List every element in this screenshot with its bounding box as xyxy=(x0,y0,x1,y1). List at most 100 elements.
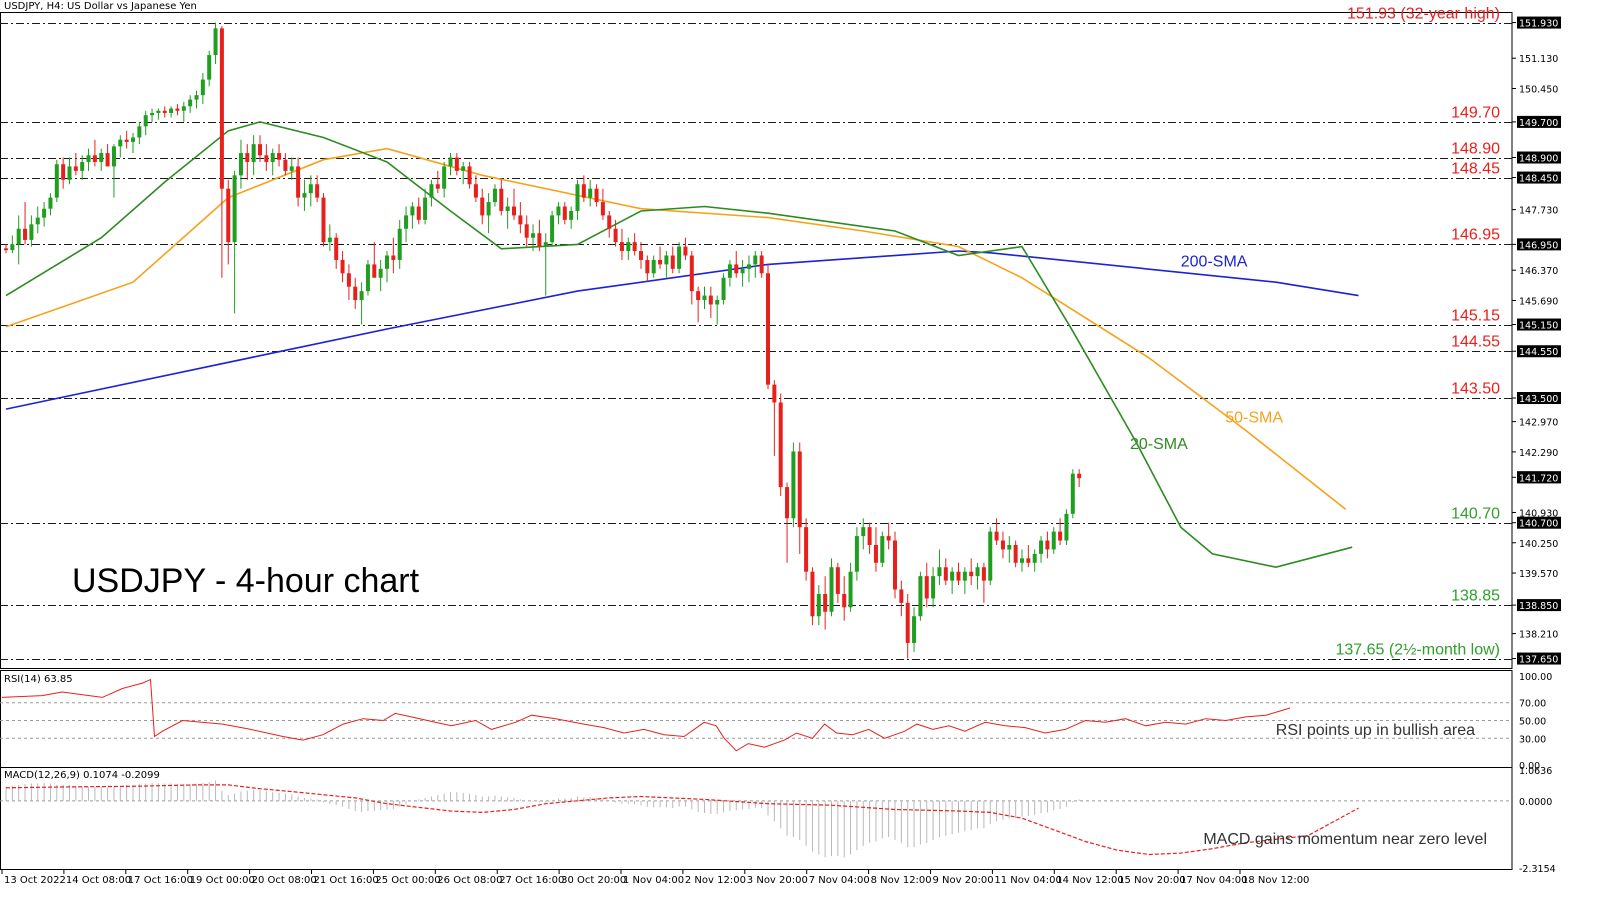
x-tick-label: 13 Oct 2022 xyxy=(4,875,66,886)
candle-body xyxy=(416,206,421,220)
candle-body xyxy=(61,164,66,180)
candle-body xyxy=(461,166,466,171)
candle-body xyxy=(658,259,663,265)
moving-averages: 200-SMA 50-SMA 20-SMA xyxy=(5,121,1359,569)
candle-body xyxy=(600,202,605,216)
candle-body xyxy=(727,264,732,278)
candle-body xyxy=(359,291,364,301)
candle-body xyxy=(435,184,440,189)
y-tick-highlight xyxy=(1517,318,1561,331)
candle-body xyxy=(746,264,751,269)
candle-body xyxy=(378,268,383,278)
level-label: 144.55 xyxy=(1451,334,1500,351)
candle-body xyxy=(734,264,739,274)
candlesticks xyxy=(4,22,1082,659)
candle-body xyxy=(543,242,548,247)
candle-body xyxy=(289,166,294,171)
chart-title: USDJPY - 4-hour chart xyxy=(72,562,420,600)
candle-body xyxy=(35,217,40,225)
macd-tick-label: 1.0636 xyxy=(1519,766,1552,777)
macd-header: MACD(12,26,9) 0.1074 -0.2099 xyxy=(4,770,160,781)
candle-body xyxy=(918,576,923,617)
x-tick-label: 14 Nov 12:00 xyxy=(1056,875,1123,886)
candle-body xyxy=(404,215,409,229)
candle-body xyxy=(207,55,212,80)
x-tick-label: 25 Oct 00:00 xyxy=(375,875,440,886)
candle-body xyxy=(283,159,288,171)
candle-body xyxy=(1007,544,1012,550)
candle-body xyxy=(480,197,485,216)
candle-body xyxy=(912,616,917,643)
y-tick-highlight xyxy=(1517,238,1561,251)
y-tick-label: 147.730 xyxy=(1519,206,1558,217)
candle-body xyxy=(994,531,999,541)
candle-body xyxy=(683,246,688,256)
candle-body xyxy=(327,237,332,243)
y-tick-highlight xyxy=(1517,516,1561,529)
level-label: 140.70 xyxy=(1451,506,1500,523)
candle-body xyxy=(219,28,224,189)
rsi-header: RSI(14) 63.85 xyxy=(4,674,73,685)
candle-body xyxy=(499,188,504,211)
y-tick-highlight xyxy=(1517,652,1561,665)
y-tick-label: 138.210 xyxy=(1519,630,1558,641)
candle-body xyxy=(365,264,370,292)
y-tick-label: 148.450 xyxy=(1519,174,1558,185)
candle-body xyxy=(1020,558,1024,563)
candle-body xyxy=(810,571,815,617)
x-tick-label: 7 Nov 04:00 xyxy=(809,875,870,886)
candle-body xyxy=(124,139,129,142)
candle-body xyxy=(54,164,59,198)
candle-body xyxy=(486,202,491,216)
candle-body xyxy=(988,531,993,581)
candle-body xyxy=(950,571,955,581)
candle-body xyxy=(816,593,821,617)
candle-body xyxy=(505,206,510,211)
candle-body xyxy=(385,255,389,269)
candle-body xyxy=(137,126,142,138)
candle-body xyxy=(308,184,313,194)
macd-tick-label: 0.0000 xyxy=(1519,797,1552,808)
candle-body xyxy=(937,567,942,577)
level-labels: 151.93 (32-year high) 149.70 148.90 148.45 1… xyxy=(1335,6,1500,659)
candle-body xyxy=(670,255,675,269)
candle-body xyxy=(1045,540,1050,550)
candle-body xyxy=(931,576,936,599)
candle-body xyxy=(753,255,758,265)
x-tick-label: 8 Nov 12:00 xyxy=(871,875,932,886)
x-tick-label: 1 Nov 04:00 xyxy=(623,875,684,886)
candle-body xyxy=(99,153,104,162)
macd-tick-label: -2.3154 xyxy=(1519,864,1556,875)
y-tick-label: 138.850 xyxy=(1519,601,1558,612)
level-label: 148.45 xyxy=(1451,161,1500,178)
candle-body xyxy=(372,264,377,278)
candle-body xyxy=(1013,544,1018,563)
y-tick-label: 145.150 xyxy=(1519,321,1558,332)
candle-body xyxy=(315,184,320,198)
candle-body xyxy=(321,197,326,243)
x-tick-label: 17 Oct 16:00 xyxy=(128,875,193,886)
candle-body xyxy=(924,576,929,599)
y-tick-label: 139.570 xyxy=(1519,569,1558,580)
sma-label: 200-SMA xyxy=(1181,254,1248,271)
macd-panel-frame xyxy=(0,767,1513,870)
y-tick-label: 151.930 xyxy=(1519,19,1558,30)
candle-body xyxy=(4,248,8,251)
sma-line xyxy=(5,250,1359,410)
candle-body xyxy=(645,259,650,274)
candle-body xyxy=(1077,473,1082,479)
macd-panel: 1.0636 0.0000 -2.3154 MACD gains momentum n… xyxy=(0,766,1556,875)
candle-body xyxy=(861,527,866,537)
x-tick-label: 3 Nov 20:00 xyxy=(747,875,808,886)
candle-body xyxy=(797,451,802,528)
sma-label: 50-SMA xyxy=(1225,410,1283,427)
candle-body xyxy=(1026,558,1031,563)
level-label: 151.93 (32-year high) xyxy=(1347,6,1500,23)
candle-body xyxy=(346,273,351,287)
level-label: 148.90 xyxy=(1451,141,1500,158)
candle-body xyxy=(873,544,878,563)
candle-body xyxy=(632,242,637,252)
candle-body xyxy=(334,237,339,260)
candle-body xyxy=(16,228,21,245)
level-label: 138.85 xyxy=(1451,588,1500,605)
